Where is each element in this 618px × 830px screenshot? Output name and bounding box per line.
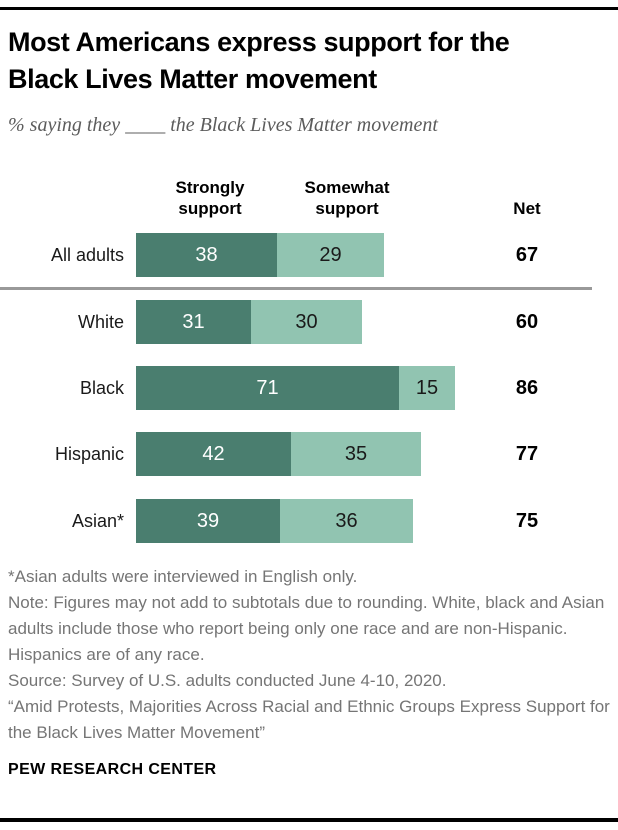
bar-segment-strongly-support: 71: [136, 366, 399, 410]
category-label: White: [77, 312, 124, 332]
bar-row-asian: Asian* 39 36 75: [0, 499, 618, 543]
page-title: Most Americans express support for the B…: [8, 24, 612, 98]
bar-segment-somewhat-support: 15: [399, 366, 455, 410]
title-line-1: Most Americans express support for the: [8, 27, 510, 57]
column-header-somewhat-support: Somewhat support: [304, 178, 390, 218]
bar-segment-strongly-support: 39: [136, 499, 280, 543]
bar-segment-somewhat-support: 29: [277, 233, 384, 277]
bar-segment-strongly-support: 42: [136, 432, 291, 476]
bar-segment-strongly-support: 31: [136, 300, 251, 344]
top-rule: [0, 7, 618, 10]
source-note: Source: Survey of U.S. adults conducted …: [8, 671, 447, 690]
category-label: Asian*: [71, 511, 124, 531]
value-label: 71: [256, 376, 279, 399]
methodology-note: Note: Figures may not add to subtotals d…: [8, 593, 605, 664]
category-label: All adults: [50, 245, 124, 265]
footer-notes: *Asian adults were interviewed in Englis…: [8, 564, 614, 746]
value-label: 31: [182, 310, 205, 333]
bottom-rule: [0, 818, 618, 822]
value-label: 36: [335, 509, 358, 532]
bar-row-hispanic: Hispanic 42 35 77: [0, 432, 618, 476]
bar-row-black: Black 71 15 86: [0, 366, 618, 410]
net-value: 77: [515, 443, 539, 465]
chart-subtitle: % saying they ____ the Black Lives Matte…: [8, 114, 438, 136]
bar-segment-strongly-support: 38: [136, 233, 277, 277]
net-value: 60: [515, 311, 539, 333]
bar-row-white: White 31 30 60: [0, 300, 618, 344]
value-label: 15: [415, 376, 439, 399]
value-label: 38: [195, 243, 218, 266]
report-title-note: “Amid Protests, Majorities Across Racial…: [8, 697, 610, 742]
bar-segment-somewhat-support: 30: [251, 300, 362, 344]
all-adults-divider: [0, 287, 592, 290]
column-header-strongly-support: Strongly support: [175, 178, 245, 218]
bar-segment-somewhat-support: 36: [280, 499, 413, 543]
value-label: 42: [202, 442, 225, 465]
category-label: Hispanic: [54, 444, 124, 464]
column-header-net: Net: [513, 199, 541, 218]
title-line-2: Black Lives Matter movement: [8, 64, 377, 94]
net-value: 86: [515, 377, 539, 399]
bar-segment-somewhat-support: 35: [291, 432, 421, 476]
value-label: 35: [344, 442, 368, 465]
net-value: 67: [515, 244, 539, 266]
net-value: 75: [515, 510, 539, 532]
asterisk-note: *Asian adults were interviewed in Englis…: [8, 567, 358, 586]
value-label: 30: [295, 310, 318, 333]
pew-research-center-wordmark: PEW RESEARCH CENTER: [8, 761, 217, 778]
value-label: 39: [196, 509, 220, 532]
value-label: 29: [319, 243, 342, 266]
category-label: Black: [79, 378, 124, 398]
bar-row-all-adults: All adults 38 29 67: [0, 233, 618, 277]
